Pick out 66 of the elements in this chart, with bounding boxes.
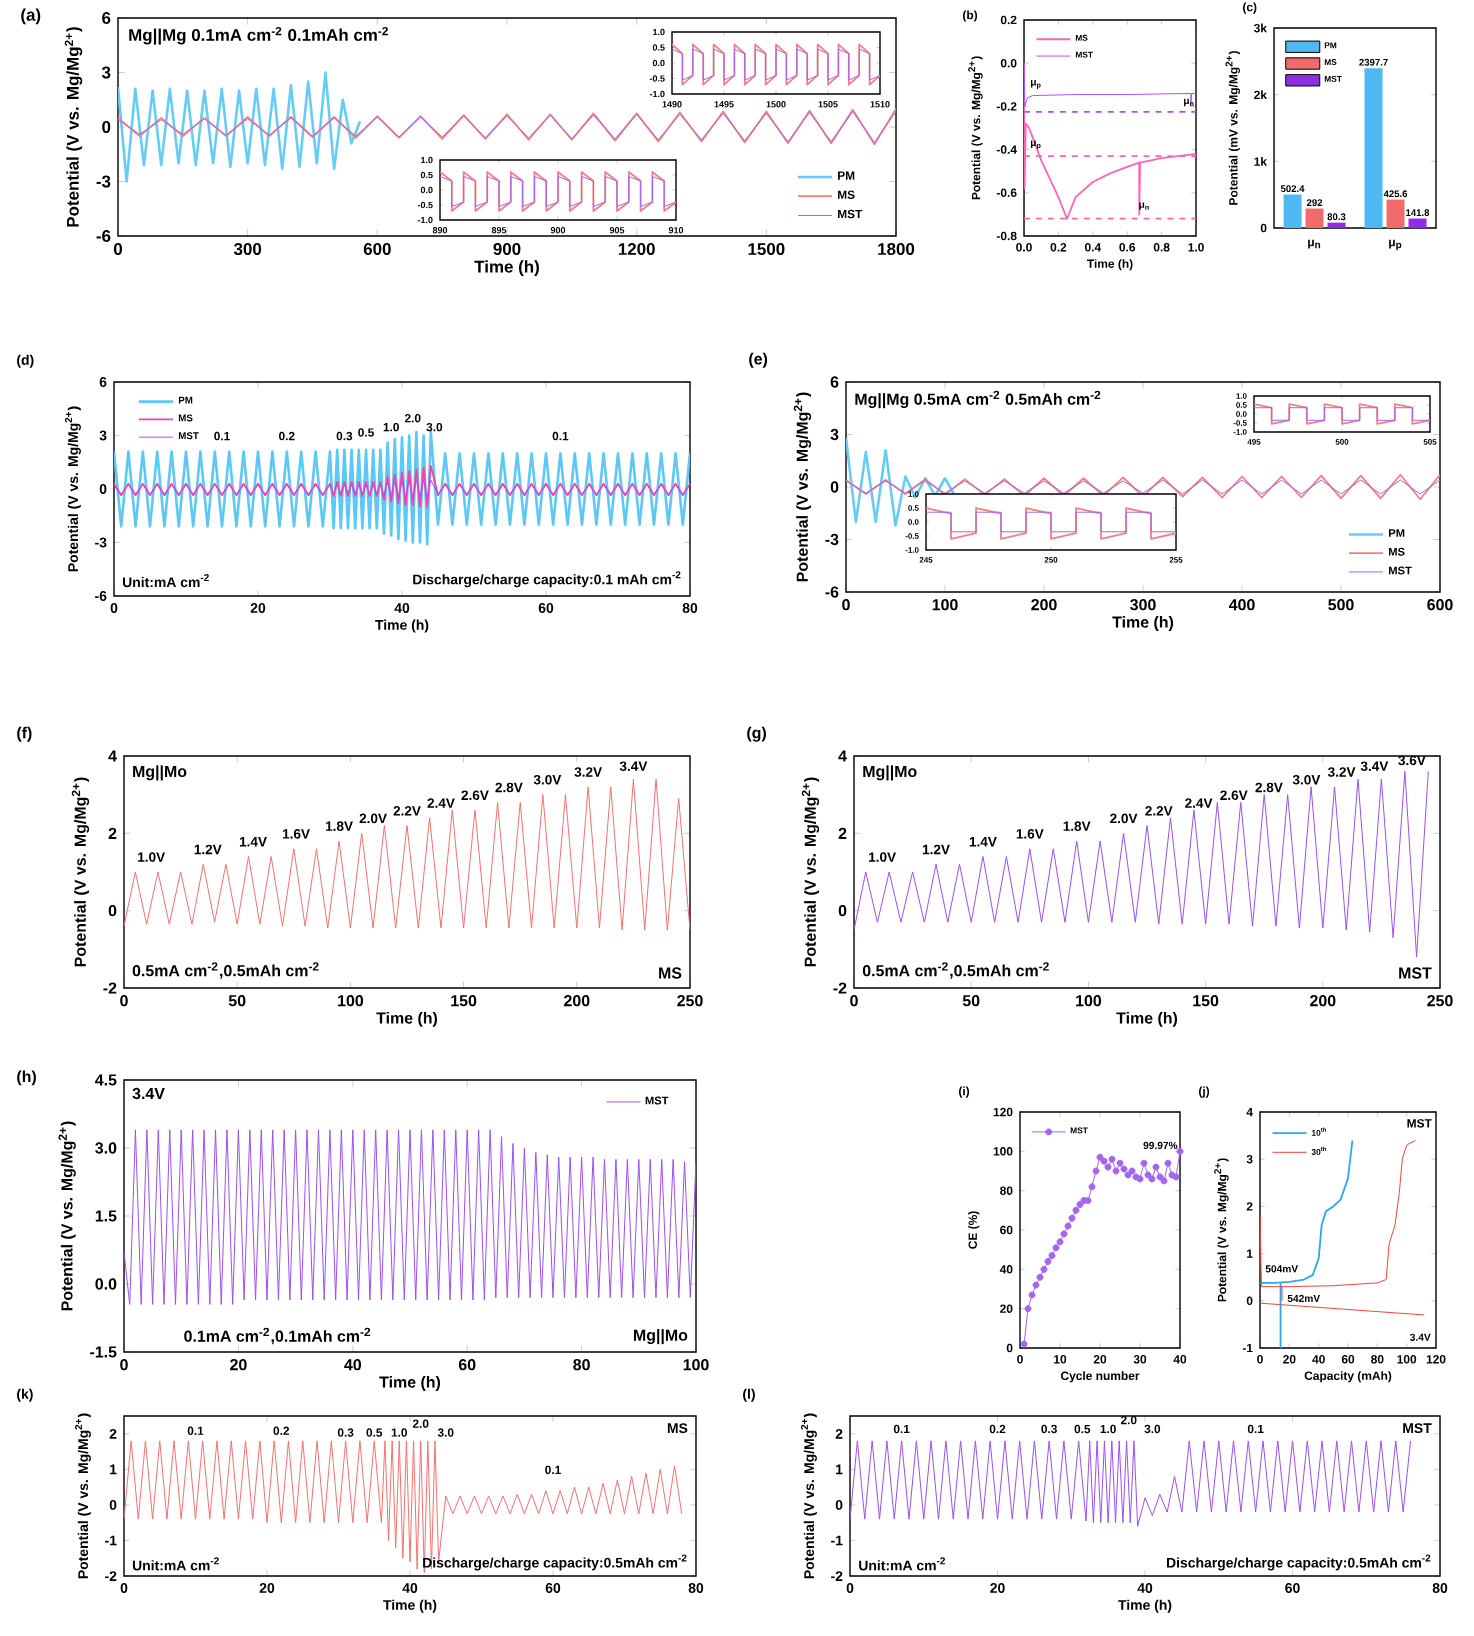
x-axis-title: Time (h) — [474, 260, 539, 277]
point — [1064, 1222, 1072, 1230]
bar — [1364, 68, 1383, 228]
point — [1032, 1281, 1040, 1289]
point — [1036, 1273, 1044, 1281]
x-tick-label: 600 — [363, 243, 391, 256]
y-tick-label: 0 — [102, 121, 111, 133]
point — [1040, 1265, 1048, 1273]
line-series — [124, 1440, 683, 1573]
line-series — [114, 479, 690, 499]
line-series — [846, 473, 1440, 501]
point — [1124, 1171, 1132, 1179]
point — [1160, 1177, 1168, 1185]
x-tick-label: 1200 — [618, 243, 655, 256]
point — [1096, 1153, 1104, 1161]
point — [1108, 1155, 1116, 1163]
point — [1024, 1305, 1032, 1313]
line-series — [846, 479, 1440, 495]
point — [1060, 1230, 1068, 1238]
point — [1176, 1147, 1184, 1155]
point — [1152, 1163, 1160, 1171]
bar — [1408, 218, 1427, 228]
point — [1020, 1340, 1028, 1348]
line-series — [114, 464, 690, 508]
line-series — [118, 71, 362, 183]
line-series — [1024, 62, 1197, 107]
y-tick-label: -6 — [96, 230, 111, 242]
point — [1052, 1244, 1060, 1252]
bar — [1386, 199, 1405, 228]
y-tick-label: 6 — [102, 12, 111, 24]
point — [1140, 1159, 1148, 1167]
point — [1056, 1238, 1064, 1246]
x-tick-label: 900 — [493, 243, 521, 256]
point — [1100, 1157, 1108, 1165]
point — [1144, 1171, 1152, 1179]
bar — [1283, 194, 1302, 228]
point — [1068, 1214, 1076, 1222]
line-series — [850, 1440, 1412, 1527]
y-axis-title: Potential (V vs. Mg/Mg$^{2+}$) — [64, 27, 83, 227]
point — [1048, 1252, 1056, 1260]
line-series — [846, 436, 957, 527]
point — [1120, 1165, 1128, 1173]
point — [1164, 1159, 1172, 1167]
point — [1116, 1159, 1124, 1167]
point — [1088, 1183, 1096, 1191]
point — [1112, 1167, 1120, 1175]
point — [1104, 1163, 1112, 1171]
y-tick-label: 3 — [101, 66, 111, 79]
annotation: Mg||Mg 0.1mA cm$^{-2}$ 0.1mAh cm$^{-2}$ — [129, 26, 388, 45]
x-tick-label: 300 — [233, 243, 262, 256]
chart-title: (a) — [21, 8, 41, 25]
point — [1044, 1257, 1052, 1265]
x-tick-label: 1800 — [878, 243, 915, 256]
point — [1072, 1206, 1080, 1214]
bar — [1327, 222, 1346, 228]
line-series — [124, 1129, 697, 1305]
y-tick-label: -3 — [96, 175, 111, 188]
line-series — [114, 430, 690, 546]
point — [1092, 1167, 1100, 1175]
point — [1148, 1175, 1156, 1183]
bar — [1305, 208, 1324, 228]
point — [1028, 1291, 1036, 1299]
point — [1128, 1167, 1136, 1175]
x-tick-label: 1500 — [748, 243, 785, 256]
line-series — [124, 778, 690, 931]
point — [1156, 1173, 1164, 1181]
